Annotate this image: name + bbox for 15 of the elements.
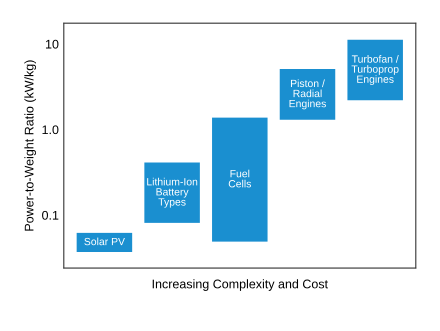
- x-tick-label: Solar PV: [84, 238, 125, 246]
- x-tick-label: Piston / Radial Engines: [290, 79, 326, 110]
- y-axis-title: Power-to-Weight Ratio (kW/kg): [24, 60, 36, 231]
- x-tick-label: Lithium-Ion Battery Types: [147, 178, 198, 208]
- x-tick-label: Turbofan / Turboprop Engines: [352, 55, 399, 85]
- bar: [144, 162, 200, 223]
- y-tick-label: 1.0: [42, 125, 58, 134]
- y-tick-label: 10: [46, 40, 58, 49]
- bar: [280, 68, 336, 120]
- bar: [212, 118, 268, 242]
- x-tick-label: Fuel Cells: [228, 170, 251, 188]
- x-axis-title: Increasing Complexity and Cost: [152, 279, 328, 291]
- bar: [76, 232, 132, 252]
- bar: [347, 40, 403, 100]
- y-tick-label: 0.1: [42, 210, 58, 220]
